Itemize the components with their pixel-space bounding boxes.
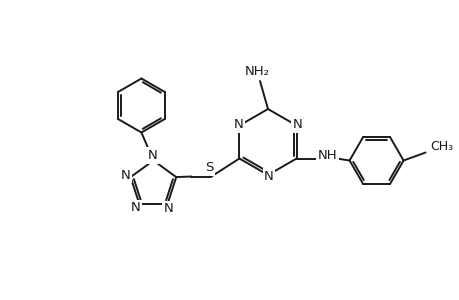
Text: S: S: [205, 161, 213, 174]
Text: N: N: [147, 149, 157, 162]
Text: CH₃: CH₃: [430, 140, 453, 153]
Text: N: N: [120, 169, 130, 182]
Text: N: N: [163, 202, 173, 215]
Text: NH: NH: [317, 149, 336, 162]
Text: N: N: [130, 201, 140, 214]
Text: N: N: [263, 169, 273, 182]
Text: NH₂: NH₂: [244, 64, 269, 77]
Text: N: N: [292, 118, 302, 131]
Text: N: N: [233, 118, 243, 131]
